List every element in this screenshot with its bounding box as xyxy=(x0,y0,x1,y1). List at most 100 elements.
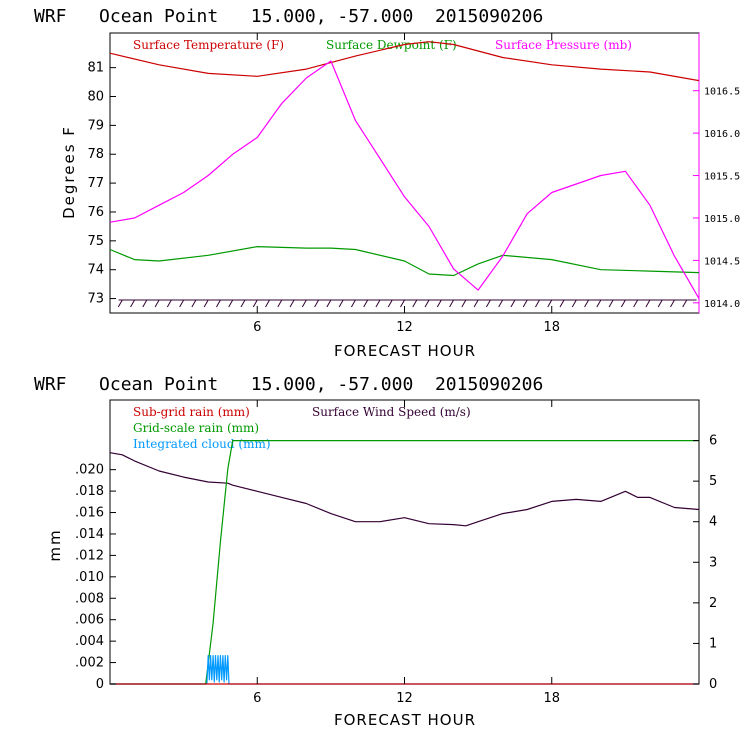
bottom-legend-surface-wind-speed-m-s: Surface Wind Speed (m/s) xyxy=(312,405,471,419)
wind-barb xyxy=(535,299,540,308)
bottom-y-right-tick-label: 3 xyxy=(709,555,717,570)
bottom-legend: Sub-grid rain (mm) Surface Wind Speed (m/… xyxy=(133,405,471,451)
wind-barb xyxy=(498,299,504,308)
bottom-y-left-tick-label: .002 xyxy=(75,656,104,671)
wind-barbs xyxy=(117,299,697,308)
top-plot-frame xyxy=(109,32,700,314)
bottom-y-left-tick-label: .016 xyxy=(75,506,104,521)
top-y-right-tick-label: 1015.0 xyxy=(704,214,740,225)
top-panel: WRF Ocean Point 15.000, -57.000 20150902… xyxy=(34,6,740,360)
wind-barb xyxy=(424,299,430,308)
top-y-left-tick-label: 74 xyxy=(87,263,104,278)
top-series-surface-pressure-mb xyxy=(109,60,700,299)
bottom-y-right-tick-label: 1 xyxy=(709,636,717,651)
wind-barb xyxy=(596,299,602,308)
wind-barb xyxy=(203,299,209,308)
wind-barb xyxy=(510,299,516,308)
wind-barb xyxy=(436,299,442,308)
top-legend-surface-dewpoint-f: Surface Dewpoint (F) xyxy=(326,38,457,52)
top-y-left-tick-label: 73 xyxy=(87,292,104,307)
top-legend-surface-temperature-f: Surface Temperature (F) xyxy=(133,38,284,52)
wind-barb xyxy=(682,299,688,308)
bottom-x-tick-label: 18 xyxy=(543,691,560,706)
wind-barb xyxy=(412,299,418,308)
wind-barb xyxy=(387,299,393,308)
top-y-left-tick-label: 77 xyxy=(87,176,104,191)
top-y-left-tick-label: 75 xyxy=(87,234,104,249)
wind-barb xyxy=(301,299,307,308)
bottom-y-left-tick-label: .004 xyxy=(75,634,104,649)
bottom-y-right-tick-label: 2 xyxy=(709,596,717,611)
wind-barb xyxy=(559,299,565,308)
bottom-series-integrated-cloud-mm xyxy=(110,654,699,685)
bottom-y-right-tick-label: 6 xyxy=(709,434,717,449)
top-y-right-tick-label: 1016.0 xyxy=(704,129,740,140)
bottom-series-grid-scale-rain-mm xyxy=(110,440,699,685)
bottom-x-tick-label: 12 xyxy=(396,691,413,706)
wind-barb xyxy=(277,299,283,308)
top-x-axis-label: FORECAST HOUR xyxy=(334,342,476,360)
bottom-y-left-tick-label: .014 xyxy=(75,527,104,542)
bottom-legend-grid-scale-rain-mm: Grid-scale rain (mm) xyxy=(133,421,259,435)
wind-barb xyxy=(547,299,553,308)
bottom-y-left-tick-label: .006 xyxy=(75,613,104,628)
bottom-x-axis-label: FORECAST HOUR xyxy=(334,711,476,729)
top-y-right-tick-label: 1015.5 xyxy=(704,172,740,183)
wind-barb xyxy=(485,299,491,308)
wind-barb xyxy=(670,299,675,308)
wind-barb xyxy=(363,299,369,308)
wind-barb xyxy=(657,299,663,308)
top-legend: Surface Temperature (F) Surface Dewpoint … xyxy=(133,38,632,52)
bottom-y-left-tick-label: .020 xyxy=(75,463,104,478)
wind-barb xyxy=(216,299,221,308)
wind-barb xyxy=(608,299,614,308)
bottom-chart-title: WRF Ocean Point 15.000, -57.000 20150902… xyxy=(34,374,543,395)
top-y-axis-label: Degrees F xyxy=(60,125,78,219)
top-x-tick-label: 12 xyxy=(396,320,413,335)
wind-barb xyxy=(228,299,234,308)
wind-barb xyxy=(314,299,320,308)
top-x-tick-label: 18 xyxy=(543,320,560,335)
bottom-y-left-tick-label: .010 xyxy=(75,570,104,585)
wind-barb xyxy=(117,299,123,308)
wind-barb xyxy=(326,299,332,308)
bottom-legend-integrated-cloud-mm: Integrated cloud (mm) xyxy=(133,437,271,451)
bottom-y-left-tick-label: .008 xyxy=(75,591,104,606)
wind-barb xyxy=(461,299,467,308)
wind-barb xyxy=(571,299,577,308)
wind-barb xyxy=(375,299,381,308)
top-chart-title: WRF Ocean Point 15.000, -57.000 20150902… xyxy=(34,6,543,27)
wind-barb xyxy=(584,299,589,308)
top-y-left-tick-label: 79 xyxy=(87,118,104,133)
top-y-left-tick-label: 80 xyxy=(87,90,104,105)
top-legend-surface-pressure-mb: Surface Pressure (mb) xyxy=(495,38,632,52)
top-y-right-tick-label: 1014.0 xyxy=(704,299,740,310)
wind-barb xyxy=(473,299,479,308)
bottom-x-tick-label: 6 xyxy=(253,691,261,706)
top-series-surface-temperature-f xyxy=(109,41,700,82)
wind-barb xyxy=(265,299,270,308)
top-y-right-tick-label: 1016.5 xyxy=(704,87,740,98)
top-series-surface-dewpoint-f xyxy=(109,246,700,277)
bottom-y-right-tick-label: 4 xyxy=(709,515,717,530)
bottom-y-right-tick-label: 5 xyxy=(709,474,717,489)
top-x-tick-label: 6 xyxy=(253,320,261,335)
bottom-series-surface-wind-speed-m-s xyxy=(109,452,700,527)
bottom-panel: WRF Ocean Point 15.000, -57.000 20150902… xyxy=(34,374,717,729)
bottom-y-left-tick-label: 0 xyxy=(96,677,104,692)
bottom-y-right-tick-label: 0 xyxy=(709,677,717,692)
wind-barb xyxy=(142,299,148,308)
wind-barb xyxy=(633,299,639,308)
wind-barb xyxy=(449,299,455,308)
wind-barb xyxy=(154,299,160,308)
wind-barb xyxy=(350,299,356,308)
wind-barb xyxy=(240,299,246,308)
bottom-y-axis-label: mm xyxy=(46,528,64,561)
wind-barb xyxy=(400,299,405,308)
top-y-left-tick-label: 81 xyxy=(87,61,104,76)
top-y-right-tick-label: 1014.5 xyxy=(704,256,740,267)
wind-barb xyxy=(522,299,528,308)
bottom-y-left-tick-label: .012 xyxy=(75,548,104,563)
top-y-left-tick-label: 78 xyxy=(87,147,104,162)
